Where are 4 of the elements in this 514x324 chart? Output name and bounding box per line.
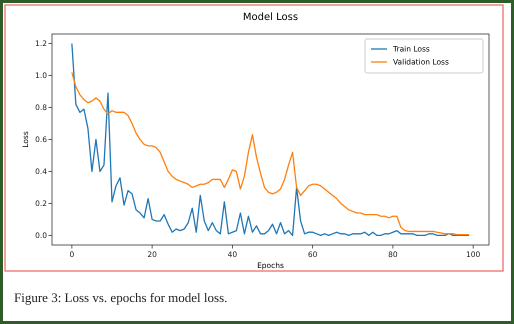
line-series — [71, 72, 470, 236]
caption: Figure 3: Loss vs. epochs for model loss. — [14, 290, 228, 305]
line-series — [71, 42, 470, 236]
chart-title: Model Loss — [242, 12, 298, 23]
